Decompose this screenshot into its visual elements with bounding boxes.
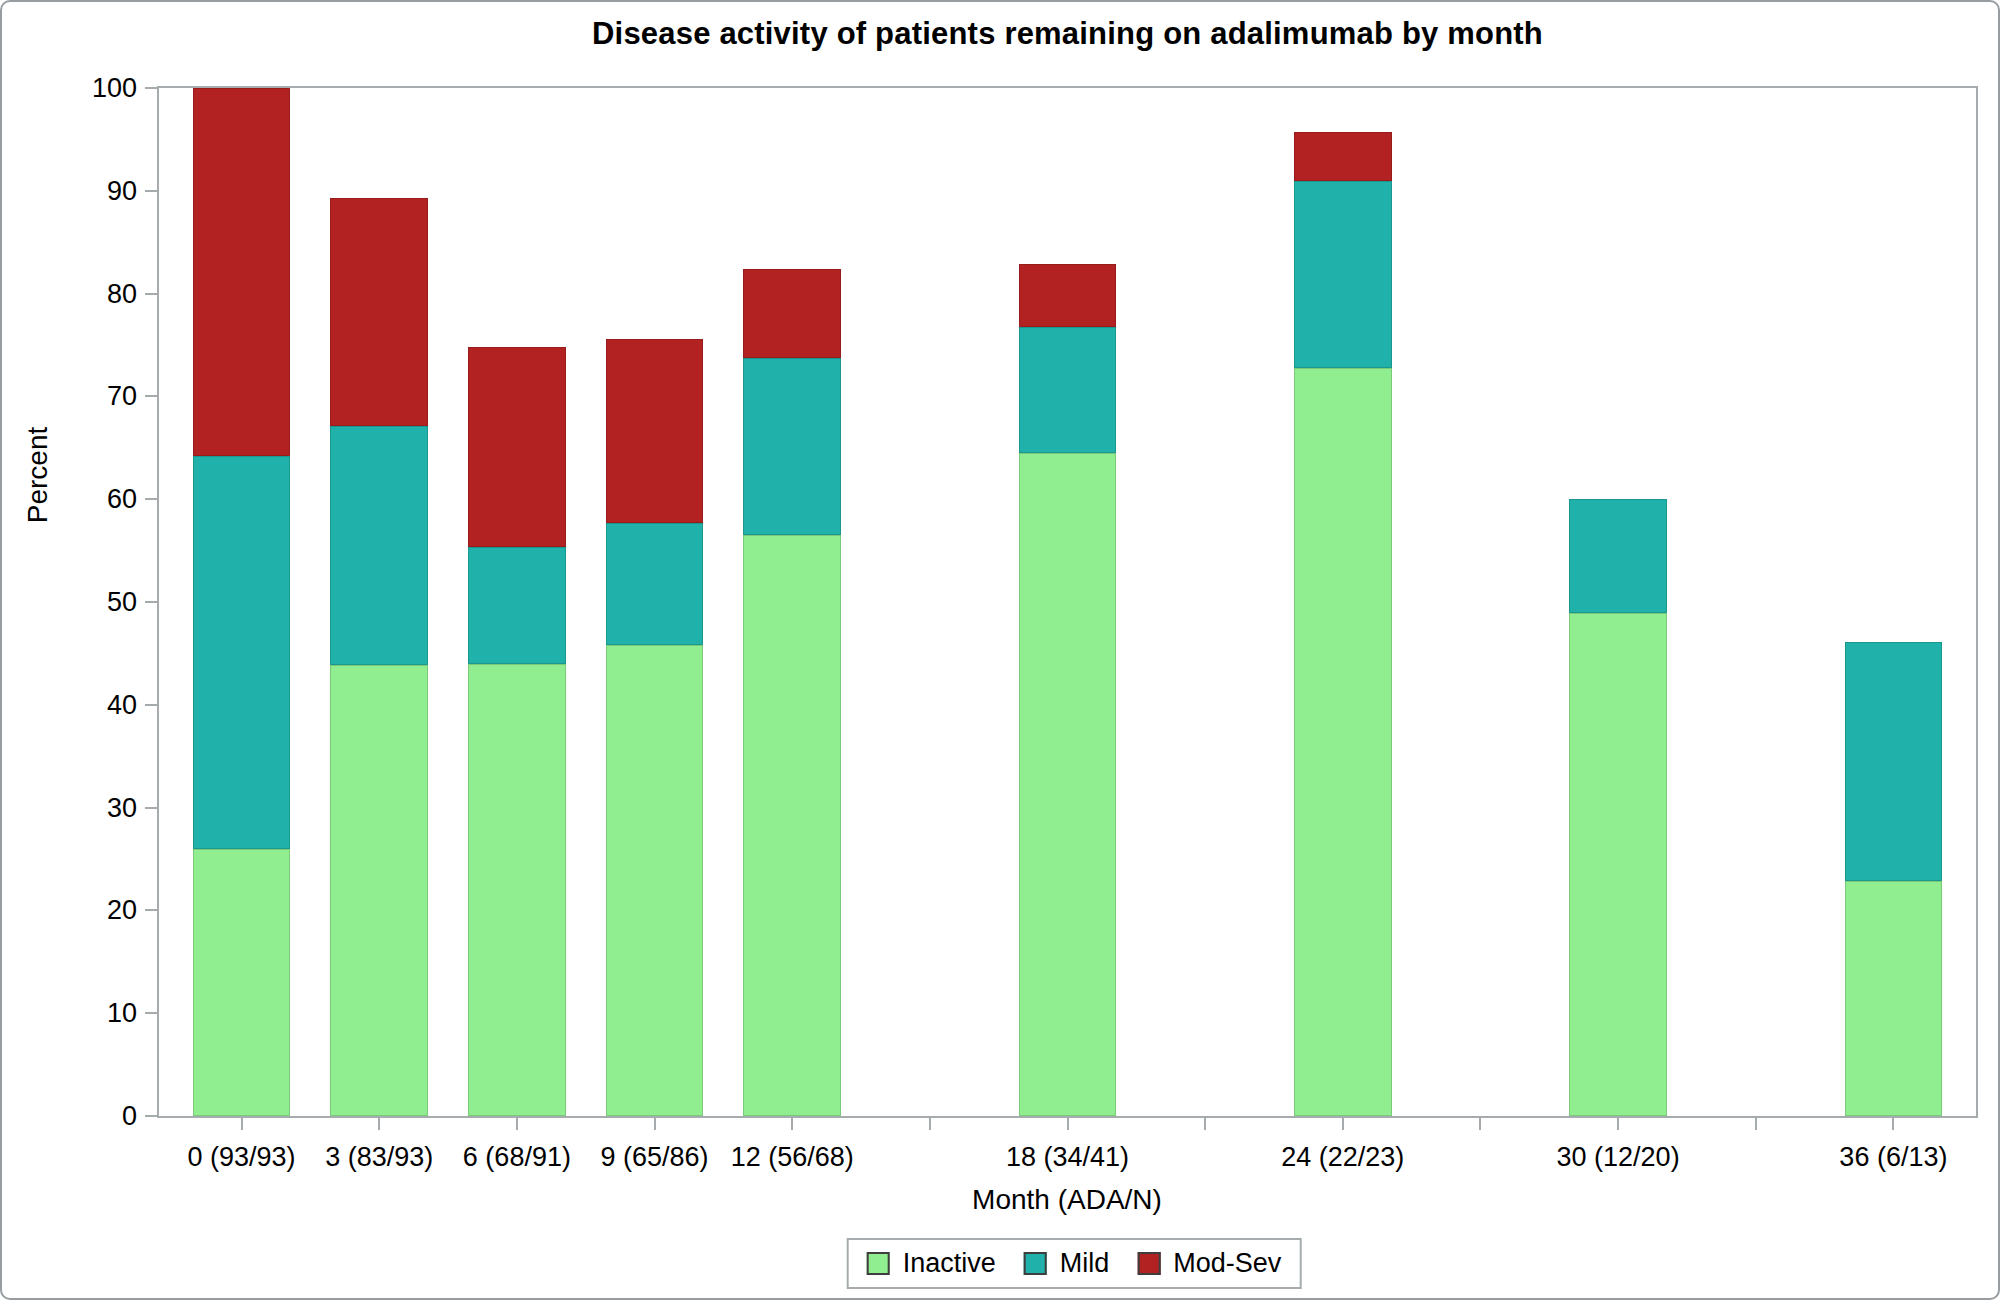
- x-tick: [1067, 1118, 1069, 1130]
- bar-segment-inactive-month-12: [743, 535, 841, 1116]
- x-tick-label: 24 (22/23): [1281, 1142, 1404, 1173]
- bar-segment-inactive-month-0: [193, 849, 291, 1116]
- bar-segment-mod-sev-month-12: [743, 269, 841, 358]
- y-tick: [145, 498, 157, 500]
- x-tick: [241, 1118, 243, 1130]
- x-tick: [929, 1118, 931, 1130]
- y-tick-label: 80: [107, 278, 137, 309]
- bar-segment-mod-sev-month-6: [468, 347, 566, 546]
- x-tick-label: 6 (68/91): [463, 1142, 571, 1173]
- bar-segment-mild-month-30: [1569, 499, 1667, 613]
- x-tick-label: 3 (83/93): [325, 1142, 433, 1173]
- x-tick: [516, 1118, 518, 1130]
- legend-item-inactive: Inactive: [867, 1248, 996, 1279]
- y-tick: [145, 190, 157, 192]
- y-tick-label: 0: [122, 1101, 137, 1132]
- y-tick-label: 40: [107, 689, 137, 720]
- x-tick-label: 9 (65/86): [600, 1142, 708, 1173]
- y-tick: [145, 1012, 157, 1014]
- y-tick: [145, 909, 157, 911]
- bar-segment-mild-month-3: [330, 426, 428, 664]
- bar-segment-mod-sev-month-9: [606, 339, 704, 523]
- y-tick-label: 30: [107, 792, 137, 823]
- chart-title: Disease activity of patients remaining o…: [157, 16, 1978, 52]
- legend-label: Mild: [1060, 1248, 1110, 1279]
- x-tick-label: 0 (93/93): [188, 1142, 296, 1173]
- legend-item-mod-sev: Mod-Sev: [1137, 1248, 1281, 1279]
- bar-segment-inactive-month-9: [606, 645, 704, 1116]
- x-tick: [378, 1118, 380, 1130]
- y-tick: [145, 601, 157, 603]
- bar-segment-mod-sev-month-0: [193, 88, 291, 456]
- y-tick-label: 20: [107, 895, 137, 926]
- y-tick: [145, 1115, 157, 1117]
- y-tick-label: 60: [107, 484, 137, 515]
- x-tick: [1342, 1118, 1344, 1130]
- y-tick-label: 10: [107, 998, 137, 1029]
- y-axis-title: Percent: [22, 427, 54, 524]
- x-tick-label: 18 (34/41): [1006, 1142, 1129, 1173]
- x-tick: [791, 1118, 793, 1130]
- x-tick: [1204, 1118, 1206, 1130]
- legend-label: Mod-Sev: [1173, 1248, 1281, 1279]
- bar-segment-mild-month-18: [1019, 327, 1117, 453]
- legend-item-mild: Mild: [1024, 1248, 1110, 1279]
- bar-segment-inactive-month-3: [330, 665, 428, 1116]
- y-tick-label: 100: [92, 73, 137, 104]
- y-tick: [145, 395, 157, 397]
- y-tick-label: 70: [107, 381, 137, 412]
- bar-segment-mild-month-0: [193, 456, 291, 849]
- bar-segment-mild-month-9: [606, 523, 704, 645]
- y-tick: [145, 807, 157, 809]
- x-tick-label: 36 (6/13): [1839, 1142, 1947, 1173]
- x-tick: [1617, 1118, 1619, 1130]
- x-tick-label: 12 (56/68): [731, 1142, 854, 1173]
- y-tick: [145, 704, 157, 706]
- y-tick-label: 50: [107, 587, 137, 618]
- bar-segment-mod-sev-month-24: [1294, 132, 1392, 180]
- x-tick: [1892, 1118, 1894, 1130]
- y-tick: [145, 87, 157, 89]
- legend-swatch-icon: [1024, 1252, 1047, 1275]
- bar-segment-inactive-month-36: [1845, 881, 1943, 1116]
- x-tick: [1755, 1118, 1757, 1130]
- plot-area: 01020304050607080901000 (93/93)3 (83/93)…: [157, 86, 1978, 1118]
- bar-segment-mild-month-36: [1845, 642, 1943, 880]
- bar-segment-mod-sev-month-3: [330, 198, 428, 426]
- bar-segment-inactive-month-6: [468, 664, 566, 1116]
- legend: Inactive Mild Mod-Sev: [847, 1238, 1302, 1289]
- bar-segment-inactive-month-24: [1294, 368, 1392, 1116]
- x-tick: [654, 1118, 656, 1130]
- bar-segment-inactive-month-30: [1569, 613, 1667, 1116]
- legend-swatch-icon: [867, 1252, 890, 1275]
- bar-segment-mod-sev-month-18: [1019, 264, 1117, 327]
- x-tick: [1479, 1118, 1481, 1130]
- bar-segment-mild-month-6: [468, 547, 566, 664]
- legend-swatch-icon: [1137, 1252, 1160, 1275]
- chart-canvas: Disease activity of patients remaining o…: [0, 0, 2000, 1300]
- legend-label: Inactive: [903, 1248, 996, 1279]
- x-tick-label: 30 (12/20): [1557, 1142, 1680, 1173]
- bar-segment-mild-month-24: [1294, 181, 1392, 368]
- bar-segment-mild-month-12: [743, 358, 841, 535]
- y-tick: [145, 293, 157, 295]
- y-tick-label: 90: [107, 175, 137, 206]
- x-axis-title: Month (ADA/N): [972, 1184, 1162, 1216]
- bar-segment-inactive-month-18: [1019, 453, 1117, 1116]
